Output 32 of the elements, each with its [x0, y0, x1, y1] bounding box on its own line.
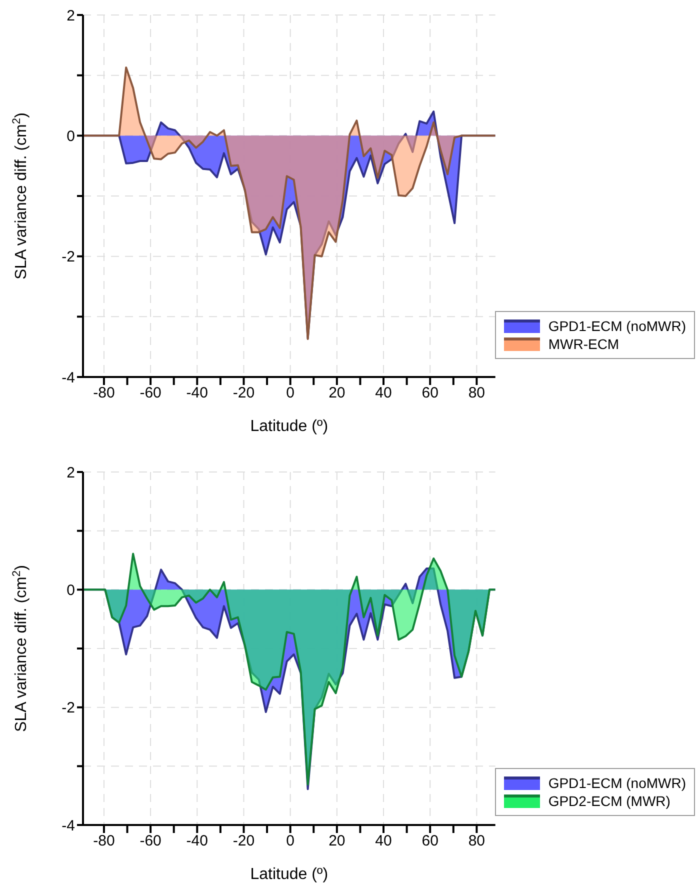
x-tick-label: -20 — [232, 832, 255, 850]
x-axis-title: Latitude (º) — [250, 866, 328, 883]
legend-label: GPD1-ECM (noMWR) — [548, 775, 686, 791]
x-tick-label: 40 — [375, 832, 392, 850]
x-tick-label: -80 — [93, 384, 115, 402]
y-tick-label: 0 — [66, 128, 75, 145]
x-tick-label: 80 — [468, 384, 486, 402]
y-tick-label: 2 — [66, 7, 75, 24]
x-tick-label: 40 — [375, 384, 392, 402]
x-tick-label: -40 — [186, 832, 208, 850]
x-tick-label: 80 — [468, 832, 486, 850]
x-tick-label: -20 — [232, 384, 255, 402]
legend-label: GPD2-ECM (MWR) — [548, 793, 670, 809]
x-tick-label: 0 — [286, 384, 294, 402]
y-tick-label: -2 — [62, 248, 75, 266]
x-axis-title: Latitude (º) — [250, 418, 328, 435]
y-tick-label: -4 — [62, 817, 75, 834]
x-tick-label: 0 — [286, 832, 294, 850]
y-tick-label: -2 — [62, 700, 75, 717]
legend-label: GPD1-ECM (noMWR) — [548, 318, 686, 334]
x-tick-label: 60 — [422, 832, 438, 850]
x-tick-label: -60 — [140, 384, 162, 402]
legend-label: MWR-ECM — [548, 336, 620, 352]
y-tick-label: -4 — [62, 369, 75, 386]
y-tick-label: 0 — [66, 582, 75, 599]
x-tick-label: 20 — [328, 832, 346, 850]
y-tick-label: 2 — [66, 464, 75, 482]
x-tick-label: -40 — [186, 384, 208, 402]
x-tick-label: -80 — [93, 832, 115, 850]
x-tick-label: 60 — [422, 384, 438, 402]
x-tick-label: 20 — [328, 384, 346, 402]
x-tick-label: -60 — [140, 832, 162, 850]
